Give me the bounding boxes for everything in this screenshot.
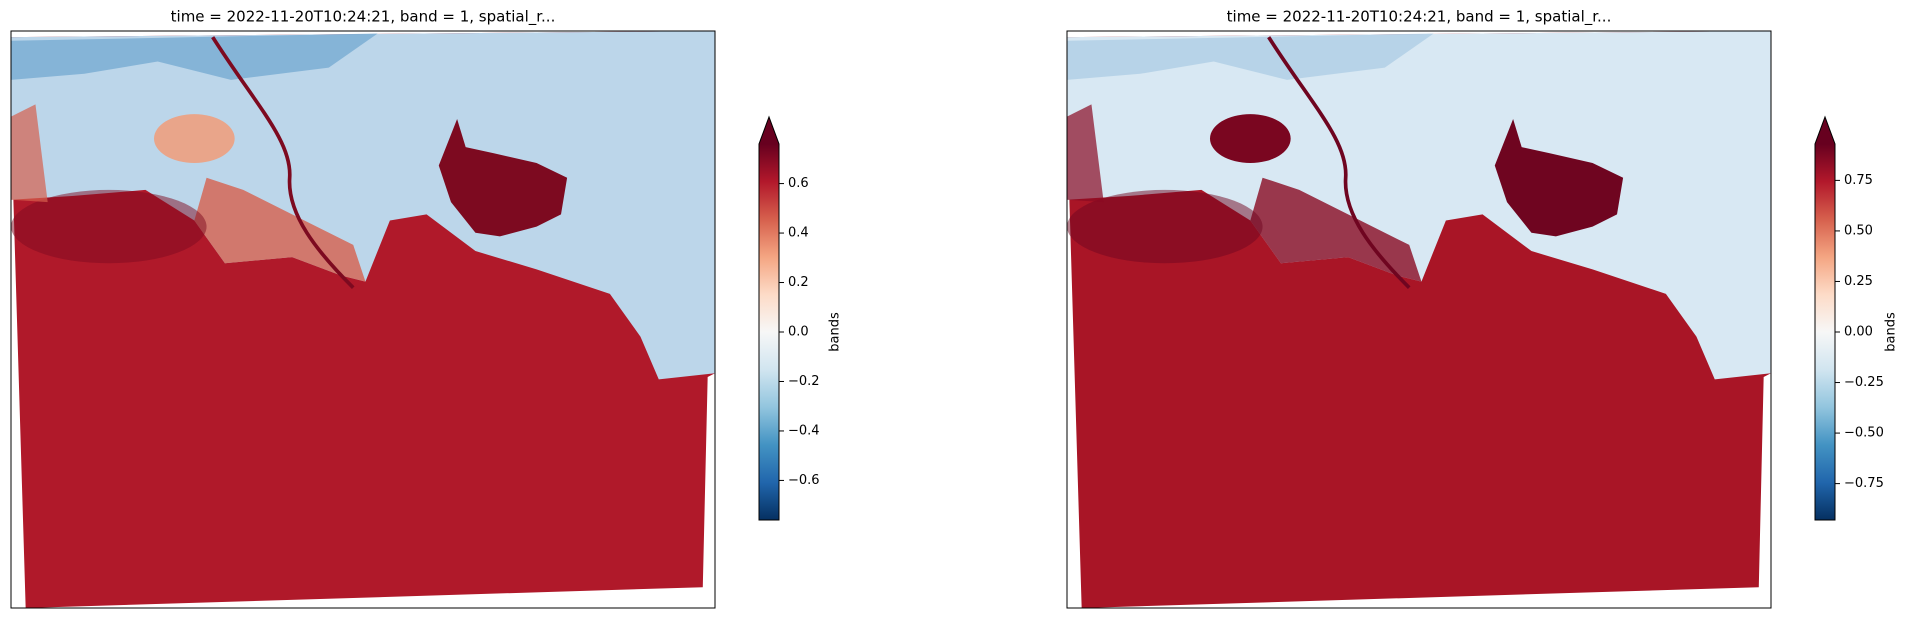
colorbar-tick-label: 0.75 [1844,173,1873,188]
raster-land-dark [11,33,378,80]
raster-bay [11,189,207,264]
colorbar-tick-label: 0.0 [788,325,809,340]
colorbar-tick-label: 0.2 [788,275,809,290]
colorbar-extend [759,117,779,144]
colorbar-extend [1815,117,1835,144]
raster [1067,31,1771,608]
colorbar-tick-label: −0.2 [788,374,820,389]
raster-lake [438,119,568,237]
colorbar-outline [758,115,780,521]
axes-frame [1066,30,1772,609]
colorbar-label: bands [828,312,843,352]
colorbar [759,144,779,520]
colorbar-tick-label: 0.25 [1844,274,1873,289]
colorbar-tick-label: −0.25 [1844,375,1884,390]
raster-bay [1067,189,1263,264]
raster [11,31,715,608]
raster-lagoon [154,114,235,164]
colorbar-tick-label: −0.4 [788,423,820,438]
colorbar-outline [1814,115,1836,521]
raster-lagoon [1210,114,1291,164]
raster-field [1067,104,1104,203]
colorbar-tick-label: 0.50 [1844,223,1873,238]
raster-river [1267,36,1411,290]
axes-frame [10,30,716,609]
axes-title: time = 2022-11-20T10:24:21, band = 1, sp… [171,8,556,27]
raster-river [211,36,355,290]
colorbar-label: bands [1884,312,1899,352]
colorbar-tick-label: −0.75 [1844,476,1884,491]
colorbar-tick-label: 0.6 [788,176,809,191]
raster-lake [1494,119,1624,237]
axes-title: time = 2022-11-20T10:24:21, band = 1, sp… [1227,8,1612,27]
raster-land-dark [1067,33,1434,80]
raster-field [11,104,48,203]
colorbar-tick-label: 0.00 [1844,325,1873,340]
colorbar-tick-label: −0.50 [1844,426,1884,441]
colorbar [1815,144,1835,520]
colorbar-tick-label: −0.6 [788,473,820,488]
colorbar-tick-label: 0.4 [788,226,809,241]
